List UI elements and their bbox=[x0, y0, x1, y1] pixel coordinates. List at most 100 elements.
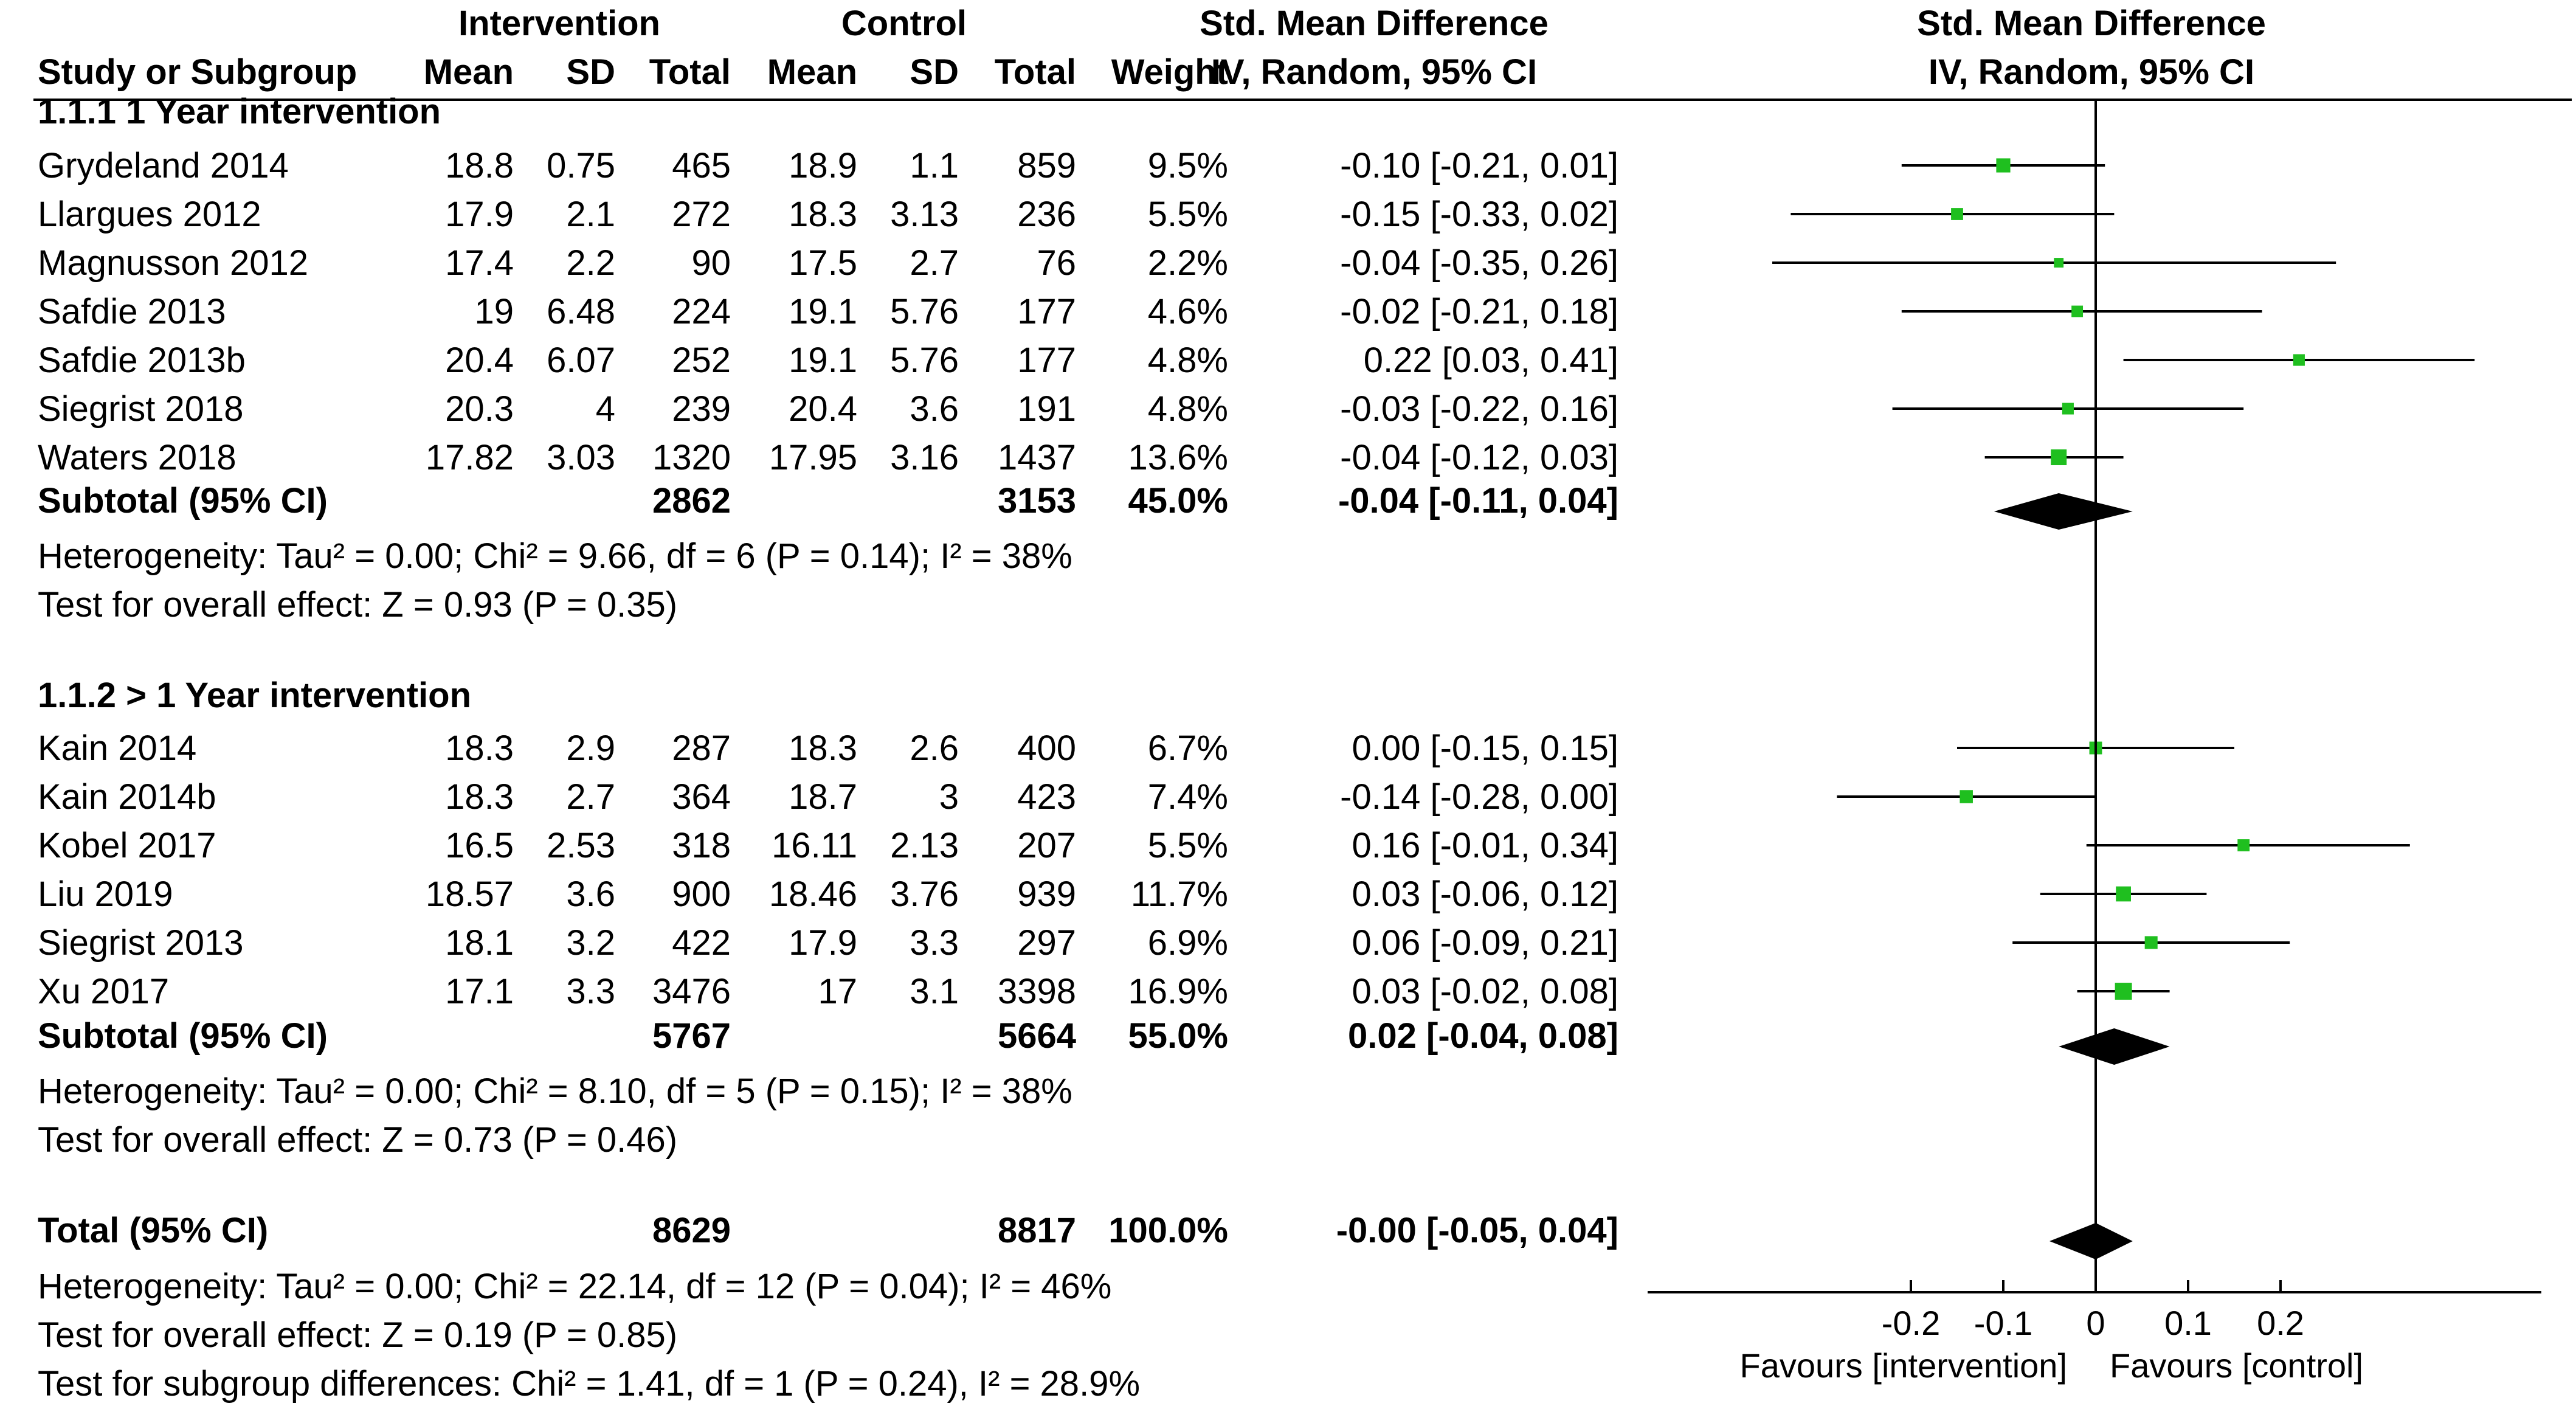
intervention-total: 3476 bbox=[652, 972, 731, 1011]
subgroup-differences-test: Test for subgroup differences: Chi² = 1.… bbox=[38, 1364, 1140, 1404]
smd-text-group-header: Std. Mean Difference bbox=[1200, 4, 1549, 43]
intervention-mean-header: Mean bbox=[424, 52, 514, 92]
intervention-sd: 3.2 bbox=[566, 923, 615, 963]
favours-intervention-label: Favours [intervention] bbox=[1740, 1346, 2067, 1385]
study-point-estimate bbox=[2116, 886, 2131, 902]
control-total-header: Total bbox=[995, 52, 1076, 92]
subtotal-control-total: 5664 bbox=[998, 1016, 1076, 1056]
subtotal-control-total: 3153 bbox=[998, 481, 1076, 521]
control-mean: 18.46 bbox=[769, 874, 857, 914]
control-sd: 2.13 bbox=[890, 826, 959, 865]
study-ci-text: -0.15 [-0.33, 0.02] bbox=[1340, 195, 1618, 234]
control-sd-header: SD bbox=[910, 52, 959, 92]
study-weight: 4.8% bbox=[1148, 389, 1228, 429]
study-ci-text: 0.03 [-0.06, 0.12] bbox=[1352, 874, 1618, 914]
intervention-mean: 19 bbox=[474, 292, 514, 331]
intervention-total: 364 bbox=[672, 777, 731, 817]
study-ci-text: -0.14 [-0.28, 0.00] bbox=[1340, 777, 1618, 817]
total-ci-text: -0.00 [-0.05, 0.04] bbox=[1336, 1211, 1618, 1250]
control-total: 859 bbox=[1017, 146, 1076, 185]
total-label: Total (95% CI) bbox=[38, 1211, 268, 1250]
intervention-sd: 3.3 bbox=[566, 972, 615, 1011]
subtotal-diamond bbox=[1994, 493, 2133, 530]
study-point-estimate bbox=[1996, 158, 2011, 173]
study-name: Safdie 2013b bbox=[38, 341, 246, 380]
subtotal-ci-text: 0.02 [-0.04, 0.08] bbox=[1348, 1016, 1618, 1056]
study-weight: 5.5% bbox=[1148, 826, 1228, 865]
ci-plot-header: IV, Random, 95% CI bbox=[1929, 52, 2254, 92]
control-mean: 17 bbox=[818, 972, 857, 1011]
study-weight: 13.6% bbox=[1128, 438, 1228, 477]
control-mean-header: Mean bbox=[767, 52, 857, 92]
study-name: Siegrist 2013 bbox=[38, 923, 244, 963]
intervention-group-header: Intervention bbox=[458, 4, 660, 43]
total-weight: 100.0% bbox=[1108, 1211, 1228, 1250]
study-point-estimate bbox=[2115, 983, 2132, 1000]
control-sd: 3.76 bbox=[890, 874, 959, 914]
study-name: Safdie 2013 bbox=[38, 292, 226, 331]
subtotal-label: Subtotal (95% CI) bbox=[38, 1016, 328, 1056]
control-sd: 2.7 bbox=[910, 243, 959, 283]
control-sd: 2.6 bbox=[910, 729, 959, 768]
control-total: 207 bbox=[1017, 826, 1076, 865]
subtotal-diamond bbox=[2059, 1028, 2170, 1065]
intervention-total: 318 bbox=[672, 826, 731, 865]
intervention-sd: 6.07 bbox=[547, 341, 615, 380]
total-overall-effect: Test for overall effect: Z = 0.19 (P = 0… bbox=[38, 1315, 677, 1355]
study-name: Llargues 2012 bbox=[38, 195, 261, 234]
weight-header: Weight bbox=[1111, 52, 1228, 92]
control-sd: 3.6 bbox=[910, 389, 959, 429]
control-mean: 18.3 bbox=[789, 729, 857, 768]
intervention-sd: 2.2 bbox=[566, 243, 615, 283]
study-ci-text: 0.03 [-0.02, 0.08] bbox=[1352, 972, 1618, 1011]
intervention-total: 900 bbox=[672, 874, 731, 914]
intervention-mean: 17.82 bbox=[426, 438, 514, 477]
intervention-sd: 0.75 bbox=[547, 146, 615, 185]
x-axis-tick-label: -0.2 bbox=[1882, 1304, 1941, 1342]
study-point-estimate bbox=[2237, 839, 2250, 851]
intervention-total: 1320 bbox=[652, 438, 731, 477]
control-sd: 3.3 bbox=[910, 923, 959, 963]
control-mean: 17.95 bbox=[769, 438, 857, 477]
study-point-estimate bbox=[1960, 790, 1973, 803]
control-sd: 3 bbox=[939, 777, 959, 817]
intervention-sd: 2.9 bbox=[566, 729, 615, 768]
intervention-sd: 2.7 bbox=[566, 777, 615, 817]
study-ci-text: 0.06 [-0.09, 0.21] bbox=[1352, 923, 1618, 963]
control-total: 76 bbox=[1037, 243, 1076, 283]
subgroup-heterogeneity: Heterogeneity: Tau² = 0.00; Chi² = 8.10,… bbox=[38, 1071, 1072, 1111]
study-ci-text: -0.03 [-0.22, 0.16] bbox=[1340, 389, 1618, 429]
subtotal-ci-text: -0.04 [-0.11, 0.04] bbox=[1338, 481, 1618, 521]
control-sd: 1.1 bbox=[910, 146, 959, 185]
x-axis-tick-label: 0.1 bbox=[2164, 1304, 2212, 1342]
control-sd: 3.1 bbox=[910, 972, 959, 1011]
x-axis-tick-label: 0 bbox=[2086, 1304, 2105, 1342]
study-name: Grydeland 2014 bbox=[38, 146, 289, 185]
study-weight: 4.6% bbox=[1148, 292, 1228, 331]
control-total: 423 bbox=[1017, 777, 1076, 817]
intervention-total-header: Total bbox=[649, 52, 731, 92]
study-ci-text: 0.00 [-0.15, 0.15] bbox=[1352, 729, 1618, 768]
intervention-mean: 18.3 bbox=[445, 777, 514, 817]
study-ci-text: -0.02 [-0.21, 0.18] bbox=[1340, 292, 1618, 331]
intervention-sd: 4 bbox=[596, 389, 615, 429]
x-axis-tick-label: 0.2 bbox=[2257, 1304, 2304, 1342]
intervention-mean: 17.4 bbox=[445, 243, 514, 283]
study-name: Kain 2014 bbox=[38, 729, 196, 768]
control-total: 177 bbox=[1017, 292, 1076, 331]
intervention-total: 252 bbox=[672, 341, 731, 380]
intervention-mean: 16.5 bbox=[445, 826, 514, 865]
x-axis-tick-label: -0.1 bbox=[1974, 1304, 2033, 1342]
intervention-mean: 18.57 bbox=[426, 874, 514, 914]
control-total: 1437 bbox=[998, 438, 1076, 477]
study-weight: 9.5% bbox=[1148, 146, 1228, 185]
intervention-sd-header: SD bbox=[566, 52, 615, 92]
control-mean: 19.1 bbox=[789, 292, 857, 331]
total-diamond bbox=[2049, 1223, 2133, 1259]
intervention-mean: 17.1 bbox=[445, 972, 514, 1011]
control-total: 400 bbox=[1017, 729, 1076, 768]
control-total: 297 bbox=[1017, 923, 1076, 963]
control-mean: 18.9 bbox=[789, 146, 857, 185]
intervention-mean: 20.3 bbox=[445, 389, 514, 429]
subgroup-title: 1.1.2 > 1 Year intervention bbox=[38, 676, 471, 715]
